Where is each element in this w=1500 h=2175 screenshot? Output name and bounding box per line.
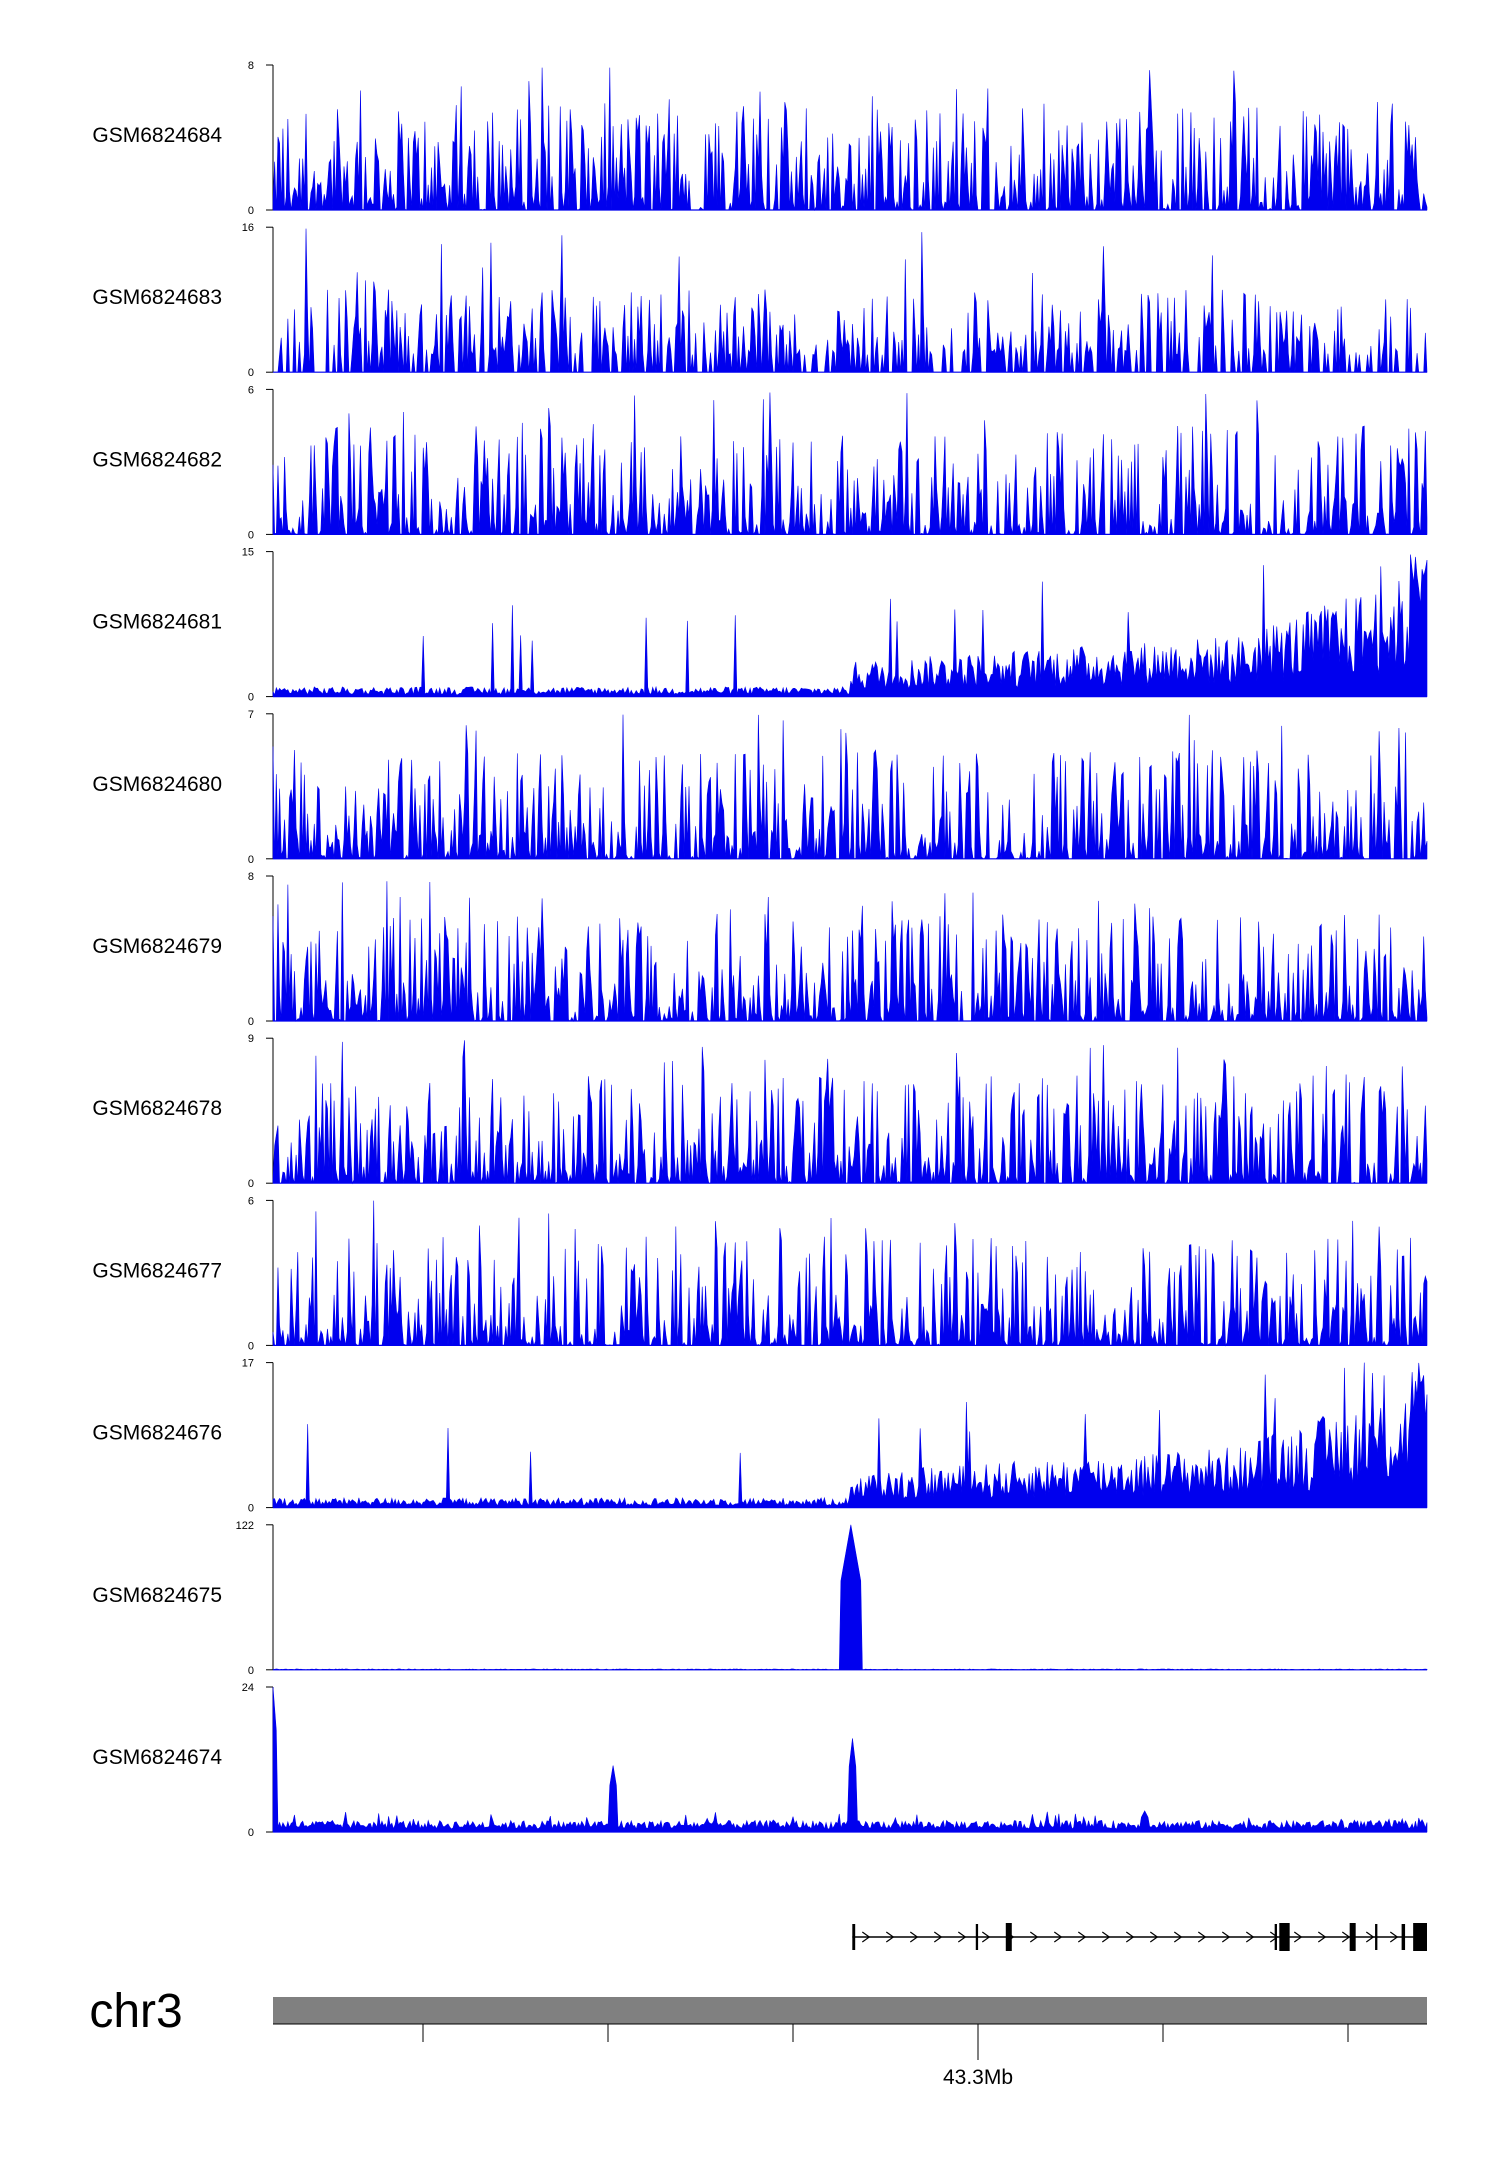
- gene-exon: [1005, 1923, 1012, 1951]
- y-tick-label: 7: [248, 709, 254, 721]
- y-tick-label: 24: [242, 1682, 254, 1694]
- coverage-area: [272, 1200, 1428, 1347]
- track-label: GSM6824684: [92, 124, 222, 147]
- y-tick-label: 0: [248, 1665, 254, 1677]
- y-tick-label: 17: [242, 1358, 254, 1370]
- chromosome-ideogram: [273, 1997, 1427, 2024]
- coverage-area: [272, 1686, 1428, 1833]
- strand-arrow: [1269, 1931, 1279, 1943]
- strand-arrow: [1053, 1931, 1063, 1943]
- y-tick-label: 8: [248, 871, 254, 883]
- coverage-area: [272, 714, 1428, 860]
- gene-exon: [1401, 1924, 1406, 1950]
- x-tick-label: 43.3Mb: [943, 2066, 1013, 2089]
- strand-arrow: [909, 1931, 919, 1943]
- gene-exon: [1375, 1924, 1378, 1950]
- coverage-area: [272, 554, 1428, 697]
- strand-arrow: [1221, 1931, 1231, 1943]
- y-tick-label: 0: [248, 1016, 254, 1028]
- track-label: GSM6824677: [92, 1259, 222, 1282]
- track-label: GSM6824678: [92, 1097, 222, 1120]
- gene-exon: [1413, 1923, 1427, 1951]
- coverage-area: [273, 228, 1428, 373]
- y-tick-label: 8: [248, 60, 254, 72]
- coverage-area: [272, 1362, 1428, 1508]
- strand-arrow: [1317, 1931, 1327, 1943]
- strand-arrow: [1125, 1931, 1135, 1943]
- y-tick-label: 16: [242, 222, 254, 234]
- strand-arrow: [1389, 1931, 1399, 1943]
- y-tick-label: 0: [248, 1178, 254, 1190]
- gene-exon: [1349, 1923, 1356, 1951]
- y-tick-label: 0: [248, 1503, 254, 1515]
- strand-arrow: [1101, 1931, 1111, 1943]
- coverage-area: [272, 881, 1428, 1023]
- y-tick-label: 15: [242, 547, 254, 559]
- y-tick-label: 9: [248, 1033, 254, 1045]
- y-tick-label: 0: [248, 1340, 254, 1352]
- track-label: GSM6824682: [92, 448, 222, 471]
- strand-arrow: [1341, 1931, 1351, 1943]
- chromosome-label: chr3: [89, 1985, 182, 2038]
- track-label: GSM6824681: [92, 611, 222, 634]
- y-tick-label: 6: [248, 1195, 254, 1207]
- track-label: GSM6824679: [92, 935, 222, 958]
- track-label: GSM6824676: [92, 1422, 222, 1445]
- strand-arrow: [1077, 1931, 1087, 1943]
- strand-arrow: [1029, 1931, 1039, 1943]
- track-label: GSM6824683: [92, 286, 222, 309]
- track-label: GSM6824680: [92, 773, 222, 796]
- strand-arrow: [1365, 1931, 1375, 1943]
- strand-arrow: [981, 1931, 991, 1943]
- y-tick-label: 0: [248, 692, 254, 704]
- gene-exon: [852, 1924, 856, 1950]
- track-label: GSM6824675: [92, 1584, 222, 1607]
- y-tick-label: 0: [248, 1827, 254, 1839]
- coverage-area: [272, 1524, 1428, 1671]
- strand-arrow: [1149, 1931, 1159, 1943]
- strand-arrow: [933, 1931, 943, 1943]
- y-tick-label: 0: [248, 529, 254, 541]
- gene-exon: [1274, 1924, 1277, 1950]
- track-label: GSM6824674: [92, 1746, 222, 1769]
- coverage-area: [272, 1040, 1428, 1185]
- strand-arrow: [1173, 1931, 1183, 1943]
- strand-arrow: [885, 1931, 895, 1943]
- y-tick-label: 6: [248, 384, 254, 396]
- coverage-area: [272, 67, 1428, 212]
- strand-arrow: [1245, 1931, 1255, 1943]
- strand-arrow: [1293, 1931, 1303, 1943]
- y-tick-label: 0: [248, 205, 254, 217]
- gene-exon: [1279, 1923, 1290, 1951]
- strand-arrow: [957, 1931, 967, 1943]
- gene-exon: [975, 1924, 979, 1950]
- y-tick-label: 122: [236, 1520, 254, 1532]
- strand-arrow: [1197, 1931, 1207, 1943]
- y-tick-label: 0: [248, 854, 254, 866]
- y-tick-label: 0: [248, 367, 254, 379]
- strand-arrow: [861, 1931, 871, 1943]
- coverage-area: [272, 392, 1428, 536]
